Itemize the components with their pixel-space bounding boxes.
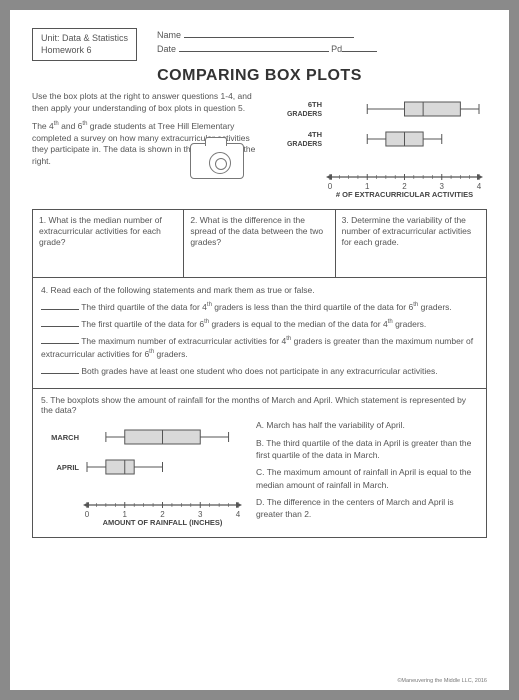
q5-section: 5. The boxplots show the amount of rainf…: [32, 389, 487, 538]
tf-blank[interactable]: [41, 303, 79, 310]
unit-line-2: Homework 6: [41, 45, 128, 57]
q4-lead: 4. Read each of the following statements…: [41, 284, 478, 296]
q1-cell: 1. What is the median number of extracur…: [33, 210, 184, 276]
q5-chart: 01234AMOUNT OF RAINFALL (INCHES)MARCHAPR…: [41, 419, 246, 531]
q1-3-row: 1. What is the median number of extracur…: [32, 209, 487, 277]
tf-blank[interactable]: [41, 320, 79, 327]
q4-s1: The third quartile of the data for 4th g…: [41, 301, 478, 313]
intro-row: Use the box plots at the right to answer…: [32, 91, 487, 203]
boxplot-chart-2: 01234AMOUNT OF RAINFALL (INCHES)MARCHAPR…: [41, 419, 246, 529]
svg-text:# OF EXTRACURRICULAR ACTIVITIE: # OF EXTRACURRICULAR ACTIVITIES: [336, 190, 473, 199]
worksheet-page: Unit: Data & Statistics Homework 6 Name …: [10, 10, 509, 690]
camera-icon: [190, 143, 244, 179]
tf-blank[interactable]: [41, 367, 79, 374]
intro-text: Use the box plots at the right to answer…: [32, 91, 264, 177]
q4-s4: Both grades have at least one student wh…: [41, 365, 478, 377]
name-blank[interactable]: [184, 30, 354, 38]
q5-optB: B. The third quartile of the data in Apr…: [256, 437, 478, 462]
q4-s2: The first quartile of the data for 6th g…: [41, 318, 478, 330]
q5-optD: D. The difference in the centers of Marc…: [256, 496, 478, 521]
header: Unit: Data & Statistics Homework 6 Name …: [32, 28, 487, 61]
q5-prompt: 5. The boxplots show the amount of rainf…: [41, 395, 478, 415]
q2-cell: 2. What is the difference in the spread …: [184, 210, 335, 276]
q5-optA: A. March has half the variability of Apr…: [256, 419, 478, 431]
q4-section: 4. Read each of the following statements…: [32, 278, 487, 390]
svg-text:6TH: 6TH: [308, 100, 322, 109]
svg-text:MARCH: MARCH: [51, 433, 79, 442]
svg-text:GRADERS: GRADERS: [287, 141, 322, 148]
pd-blank[interactable]: [342, 44, 377, 52]
q5-options: A. March has half the variability of Apr…: [256, 419, 478, 531]
name-date-block: Name Date Pd: [157, 28, 487, 61]
svg-text:APRIL: APRIL: [57, 463, 80, 472]
intro-p1: Use the box plots at the right to answer…: [32, 91, 264, 114]
q4-s3: The maximum number of extracurricular ac…: [41, 335, 478, 360]
page-title: COMPARING BOX PLOTS: [32, 67, 487, 85]
copyright: ©Maneuvering the Middle LLC, 2016: [397, 678, 487, 684]
svg-text:4: 4: [236, 510, 241, 519]
svg-text:0: 0: [328, 182, 333, 191]
name-label: Name: [157, 30, 181, 40]
q5-optC: C. The maximum amount of rainfall in Apr…: [256, 466, 478, 491]
svg-text:4: 4: [477, 182, 482, 191]
pd-label: Pd: [331, 44, 342, 54]
svg-text:GRADERS: GRADERS: [287, 111, 322, 118]
unit-line-1: Unit: Data & Statistics: [41, 33, 128, 45]
svg-text:4TH: 4TH: [308, 130, 322, 139]
unit-box: Unit: Data & Statistics Homework 6: [32, 28, 137, 61]
boxplot-chart-1: 01234# OF EXTRACURRICULAR ACTIVITIES6THG…: [272, 91, 487, 201]
date-label: Date: [157, 44, 176, 54]
tf-blank[interactable]: [41, 338, 79, 345]
svg-text:0: 0: [85, 510, 90, 519]
chart1: 01234# OF EXTRACURRICULAR ACTIVITIES6THG…: [272, 91, 487, 203]
date-blank[interactable]: [179, 44, 329, 52]
q3-cell: 3. Determine the variability of the numb…: [336, 210, 486, 276]
svg-text:AMOUNT OF RAINFALL (INCHES): AMOUNT OF RAINFALL (INCHES): [103, 518, 223, 527]
